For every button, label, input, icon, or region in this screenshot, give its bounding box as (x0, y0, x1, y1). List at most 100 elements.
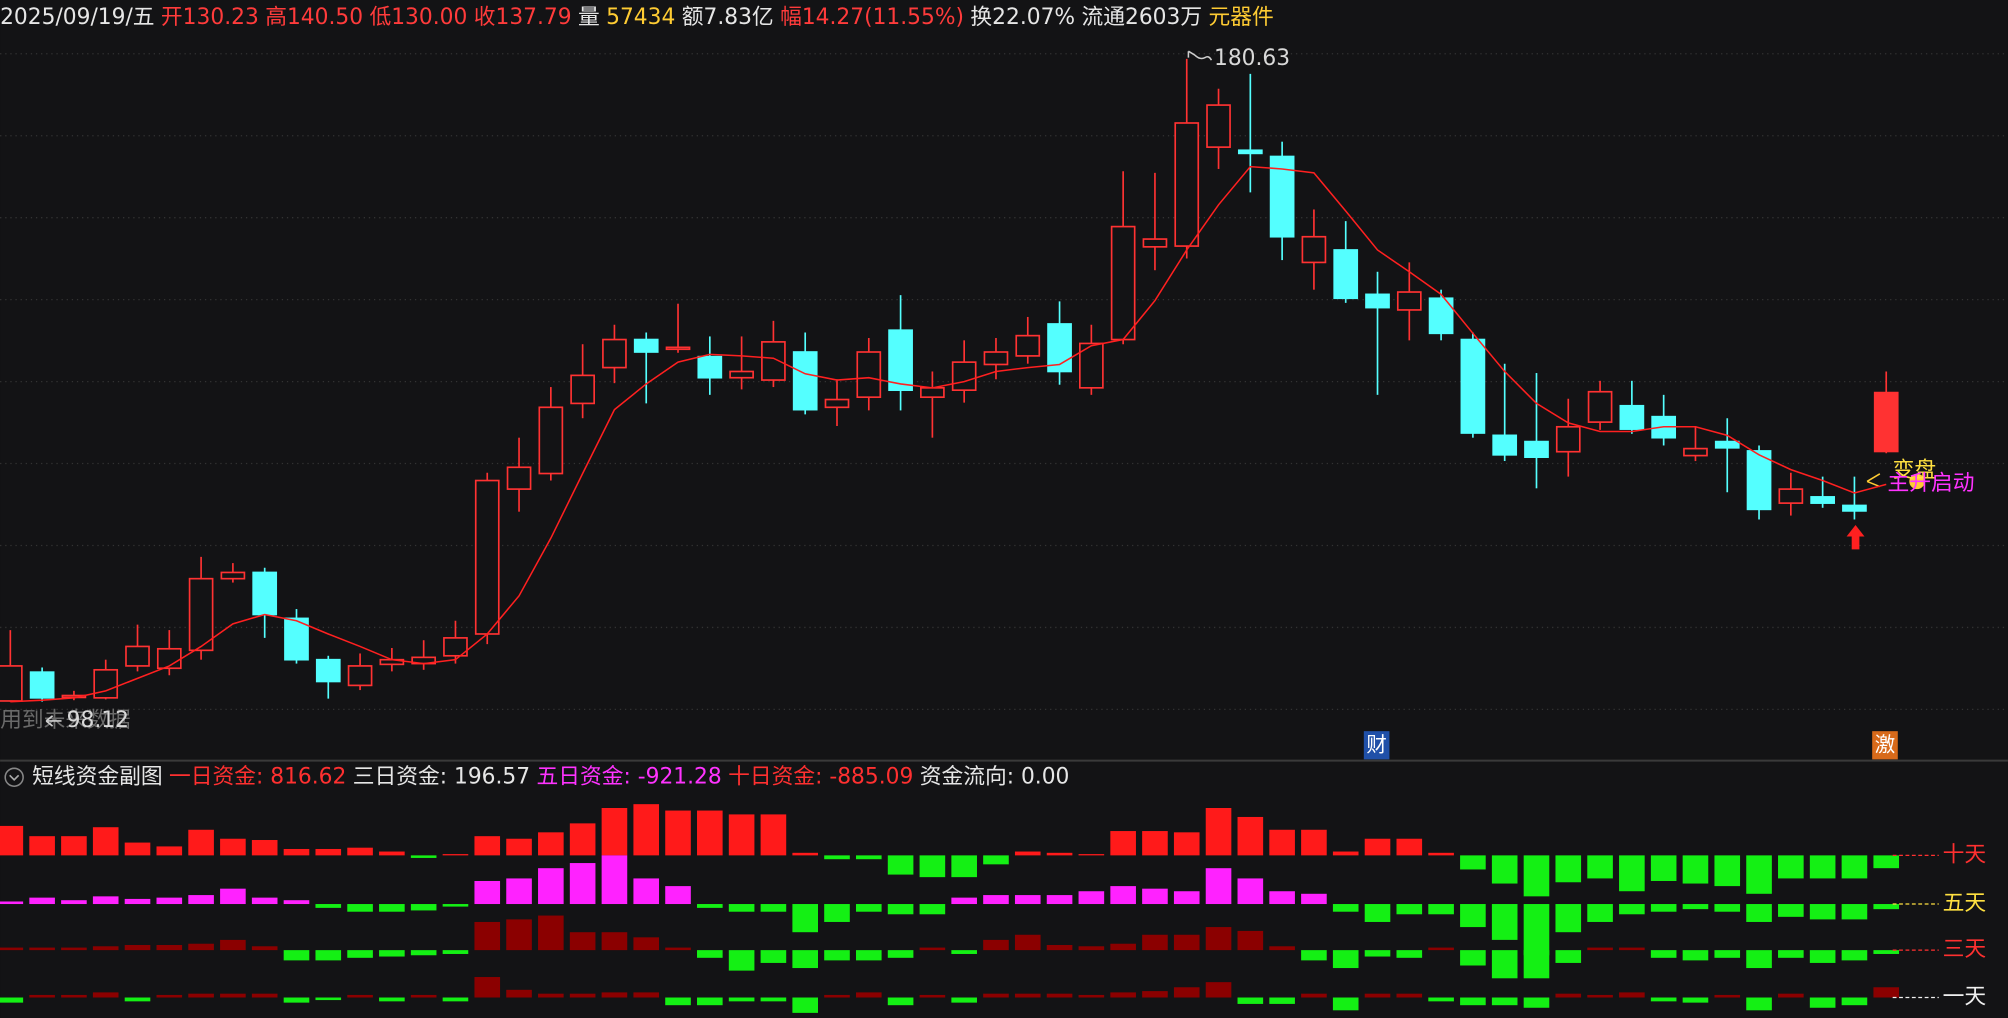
candle-body (570, 374, 595, 405)
candle-body (284, 617, 309, 661)
flow-bar (665, 997, 691, 1006)
flow-bar (1873, 904, 1900, 910)
flow-bar (474, 836, 501, 856)
flow-bar (474, 977, 501, 998)
candle-body (1524, 440, 1549, 458)
flow-bar (1491, 855, 1518, 884)
candle-body (856, 351, 882, 399)
flow-bar (601, 807, 628, 856)
flow-bar (1714, 855, 1741, 887)
marker: 激 (1875, 732, 1895, 756)
candle-body (1746, 450, 1772, 511)
candle-body (1428, 297, 1454, 335)
flow-bar (156, 994, 183, 998)
flow-bar (29, 947, 55, 951)
candle-body (1174, 122, 1200, 247)
flow-bar (824, 950, 850, 961)
flow-bar (251, 840, 278, 856)
flow-bar (0, 901, 24, 905)
candle-body (983, 351, 1009, 366)
flow-bar (1682, 904, 1709, 910)
flow-bar (220, 838, 246, 856)
candle-body (697, 355, 723, 379)
flow-bar (665, 947, 691, 951)
flow-bar (124, 945, 151, 951)
flow-bar (1205, 982, 1232, 998)
candle-body (252, 571, 278, 616)
flow-bar (1682, 997, 1709, 1003)
flow-bar (697, 810, 723, 856)
candle-body (888, 329, 913, 392)
flow-bar (983, 895, 1009, 905)
flow-bar (506, 878, 532, 905)
flow-bar (951, 950, 977, 954)
flow-bar (1619, 904, 1645, 915)
flow-bar (1682, 855, 1709, 884)
flow-bar (1746, 950, 1772, 969)
flow-bar (728, 904, 755, 912)
flow-bar (1460, 855, 1486, 870)
flow-bar (0, 997, 24, 1003)
candle-body (474, 479, 500, 635)
flow-bar (983, 993, 1009, 998)
flow-bar (1523, 950, 1550, 979)
candle-body (1587, 390, 1613, 423)
header-item: 量 (578, 5, 600, 30)
flow-bar (887, 950, 914, 958)
flow-bar (983, 939, 1009, 951)
candle-body (1396, 291, 1422, 311)
flow-bar (442, 950, 469, 954)
collapse-icon[interactable] (4, 767, 24, 787)
flow-bar (1237, 930, 1264, 951)
signal-arrow (1866, 473, 1881, 488)
flow-bar (315, 950, 342, 961)
flow-bar (0, 947, 24, 951)
flow-bar (347, 904, 373, 912)
flow-bar (1714, 950, 1741, 958)
row-label: 三天 (1943, 937, 1987, 962)
flow-bar (410, 904, 437, 911)
header-item: 五日资金: -921.28 (537, 764, 722, 789)
flow-bar (569, 863, 596, 905)
grid (0, 53, 2008, 711)
flow-bar (1142, 888, 1168, 905)
flow-bar (697, 950, 723, 958)
flow-bar (1873, 855, 1900, 869)
flow-bar (633, 804, 660, 856)
flow-bar (1809, 855, 1836, 879)
flow-bar (760, 950, 787, 963)
flow-bar (855, 950, 882, 961)
flow-bar (1110, 992, 1136, 998)
flow-bar (1396, 993, 1423, 998)
flow-bar (1078, 994, 1105, 998)
flow-bar (601, 992, 628, 998)
candle-body (1047, 323, 1072, 373)
flow-bar (1555, 993, 1582, 998)
flow-bar (919, 855, 946, 878)
flow-bar (0, 825, 24, 856)
flow-bar (379, 904, 405, 912)
candle-body (188, 577, 214, 652)
flow-bar (315, 904, 342, 908)
flow-bar (1778, 993, 1804, 998)
candle-body (538, 406, 564, 475)
flow-bar (156, 897, 183, 905)
flow-bar (506, 989, 532, 998)
flow-bar (1778, 950, 1804, 958)
flow-bar (1014, 851, 1041, 856)
flow-bar (1396, 838, 1423, 856)
flow-bar (442, 854, 469, 856)
flow-bar (1619, 992, 1645, 998)
candle-body (951, 361, 977, 392)
flow-bar (1619, 947, 1645, 951)
flow-bar (506, 919, 532, 951)
flow-bar (1650, 997, 1677, 1002)
flow-bar (760, 814, 787, 856)
candle-body (0, 665, 23, 702)
flow-bar (124, 842, 151, 856)
indicator-header: 短线资金副图 一日资金: 816.62 三日资金: 196.57 五日资金: -921… (32, 764, 1069, 789)
flow-bar (188, 993, 214, 998)
flow-bar (1237, 878, 1264, 905)
flow-bar (1873, 987, 1900, 998)
candle-body (729, 370, 754, 379)
